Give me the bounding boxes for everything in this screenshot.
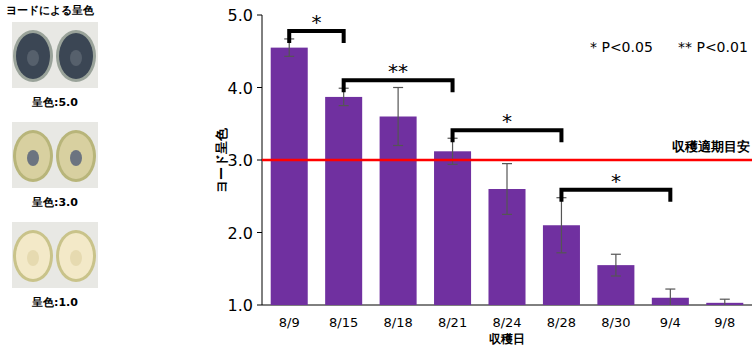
error-cap bbox=[665, 288, 675, 289]
error-cap bbox=[339, 105, 349, 106]
significance-bracket: * bbox=[561, 169, 670, 202]
apple-core bbox=[70, 50, 82, 66]
reference-line bbox=[262, 159, 752, 162]
apple-flesh bbox=[59, 33, 93, 79]
y-tick bbox=[257, 305, 262, 306]
apple-core bbox=[70, 150, 82, 166]
sample-label: 呈色:1.0 bbox=[31, 296, 78, 309]
significance-label: * bbox=[502, 109, 512, 133]
x-tick-label: 8/24 bbox=[492, 315, 521, 330]
error-cap bbox=[502, 214, 512, 215]
error-stem bbox=[398, 88, 399, 146]
apple-skin bbox=[56, 130, 96, 182]
error-cap bbox=[393, 145, 403, 146]
x-tick-label: 8/9 bbox=[279, 315, 300, 330]
x-tick-label: 8/18 bbox=[384, 315, 413, 330]
apple-flesh bbox=[16, 133, 50, 179]
bars bbox=[271, 39, 744, 305]
photo-bg bbox=[12, 22, 98, 88]
y-tick-label: 5.0 bbox=[228, 6, 253, 25]
significance-label: ** bbox=[388, 59, 408, 83]
apple-core bbox=[27, 50, 39, 66]
y-tick bbox=[257, 160, 262, 161]
apple-skin bbox=[56, 30, 96, 82]
apple-flesh bbox=[59, 133, 93, 179]
y-tick-label: 4.0 bbox=[228, 79, 253, 98]
sample-photo bbox=[12, 22, 98, 88]
significance-bracket: * bbox=[289, 10, 343, 43]
error-cap bbox=[720, 299, 730, 300]
x-tick-label: 8/30 bbox=[601, 315, 630, 330]
sample-label: 呈色:5.0 bbox=[31, 96, 78, 109]
error-bar bbox=[393, 88, 403, 146]
error-stem bbox=[506, 164, 507, 215]
error-bar bbox=[665, 289, 675, 305]
significance-legend: ** P<0.01 bbox=[678, 39, 748, 55]
x-tick-label: 9/8 bbox=[714, 315, 735, 330]
significance-label: * bbox=[311, 10, 321, 34]
significance-bracket: * bbox=[453, 109, 562, 142]
sample-label: 呈色:3.0 bbox=[31, 196, 78, 209]
bar bbox=[325, 97, 362, 305]
photo-bg bbox=[12, 222, 98, 288]
y-tick bbox=[257, 87, 262, 88]
apple-flesh bbox=[59, 233, 93, 279]
apple-flesh bbox=[16, 233, 50, 279]
apple-core bbox=[27, 150, 39, 166]
y-tick-label: 3.0 bbox=[228, 151, 253, 170]
y-tick-label: 2.0 bbox=[228, 224, 253, 243]
error-bar bbox=[556, 198, 566, 253]
y-tick-label: 1.0 bbox=[228, 296, 253, 315]
error-stem bbox=[561, 198, 562, 253]
y-tick bbox=[257, 232, 262, 233]
x-tick-label: 8/28 bbox=[547, 315, 576, 330]
x-tick-label: 9/4 bbox=[660, 315, 681, 330]
panel-title: ヨードによる呈色 bbox=[6, 4, 95, 17]
error-stem bbox=[670, 289, 671, 305]
apple-flesh bbox=[16, 33, 50, 79]
bar bbox=[271, 48, 308, 305]
apple-skin bbox=[13, 230, 53, 282]
significance-legend: * P<0.05 bbox=[590, 39, 653, 55]
error-bar bbox=[611, 254, 621, 276]
error-bar bbox=[502, 164, 512, 215]
y-axis-label: ヨード呈色 bbox=[214, 127, 229, 193]
x-axis-label: 収穫日 bbox=[489, 332, 525, 346]
x-tick-label: 8/21 bbox=[438, 315, 467, 330]
error-cap bbox=[284, 56, 294, 57]
apple-core bbox=[27, 250, 39, 266]
apple-skin bbox=[13, 130, 53, 182]
reference-label: 収穫適期目安 bbox=[672, 139, 750, 154]
chart: ヨードによる呈色呈色:5.0 呈色:3.0 呈色:1.0 1.0 2.0 3.0 4.0 5.… bbox=[0, 0, 756, 347]
x-tick-label: 8/15 bbox=[329, 315, 358, 330]
apple-skin bbox=[13, 30, 53, 82]
y-tick bbox=[257, 15, 262, 16]
error-cap bbox=[611, 254, 621, 255]
error-cap bbox=[611, 275, 621, 276]
error-stem bbox=[615, 254, 616, 276]
error-cap bbox=[556, 252, 566, 253]
apple-skin bbox=[56, 230, 96, 282]
error-stem bbox=[724, 299, 725, 305]
significance-bracket: ** bbox=[344, 59, 453, 92]
sample-photo bbox=[12, 122, 98, 188]
apple-core bbox=[70, 250, 82, 266]
photo-bg bbox=[12, 122, 98, 188]
sample-photo bbox=[12, 222, 98, 288]
error-bar bbox=[720, 299, 730, 305]
error-cap bbox=[393, 87, 403, 88]
error-cap bbox=[502, 163, 512, 164]
error-cap bbox=[448, 164, 458, 165]
bar bbox=[434, 151, 471, 305]
significance-label: * bbox=[611, 169, 621, 193]
